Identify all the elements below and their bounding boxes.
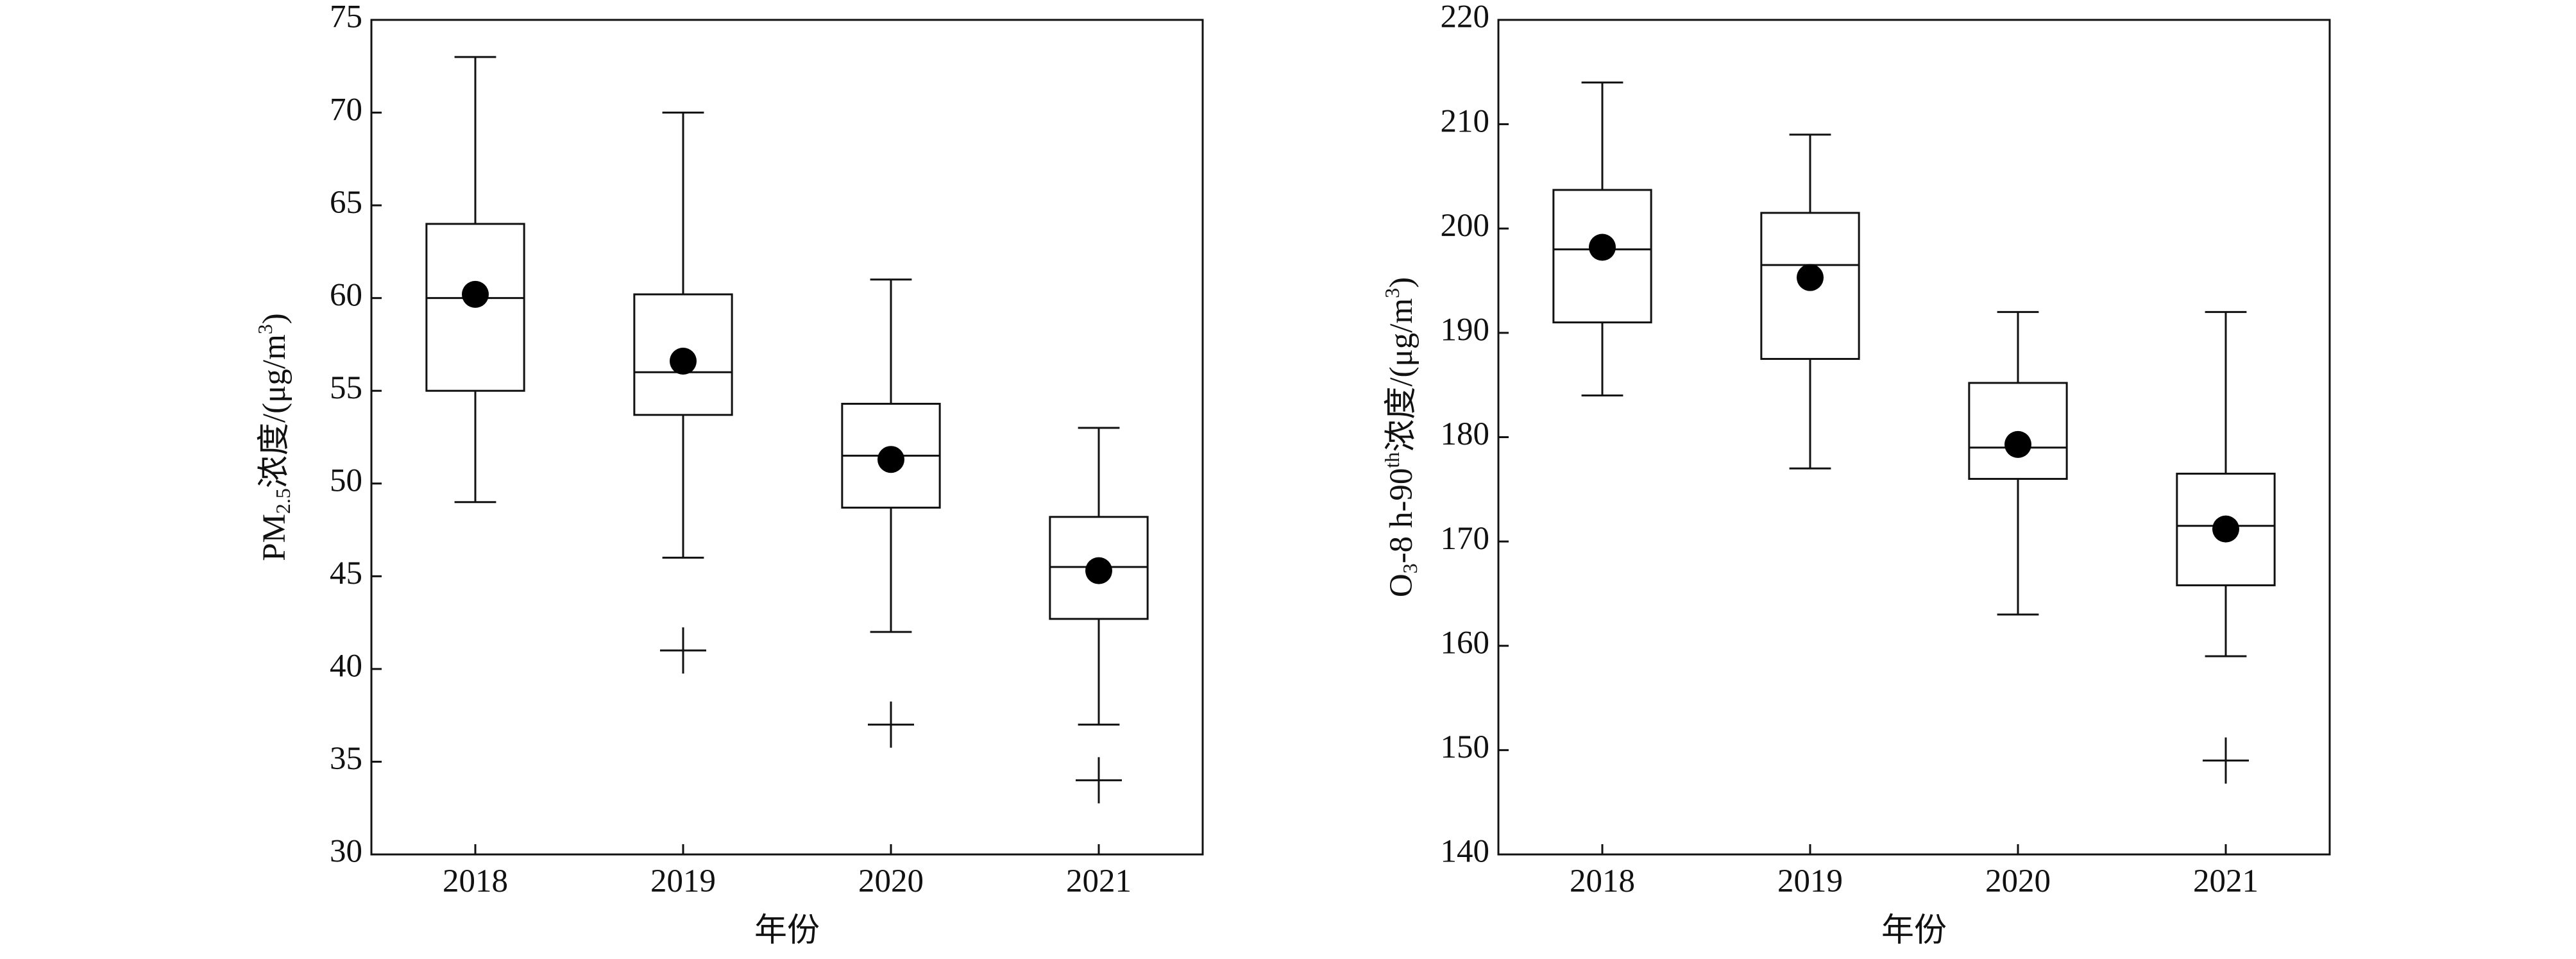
- outlier: [1076, 757, 1122, 804]
- y-tick-label: 160: [1441, 625, 1490, 661]
- y-axis-label-part: 浓度/(μg/m: [257, 334, 292, 488]
- y-axis-label-part: th: [1380, 452, 1403, 468]
- x-axis-label: 年份: [754, 913, 820, 949]
- y-axis-label-part: 浓度/(μg/m: [1384, 298, 1419, 452]
- x-tick-label: 2020: [1985, 863, 2051, 899]
- y-tick-label: 220: [1441, 0, 1490, 35]
- box-chart: 30 35 40 45 50 55 60 65 70 75 2018 2019 2020 2021 年份 PM…: [253, 0, 1204, 949]
- y-tick-label: 30: [330, 834, 362, 870]
- y-tick-label: 50: [330, 463, 362, 498]
- y-tick-label: 45: [330, 556, 362, 591]
- mean-dot: [2212, 515, 2239, 543]
- y-tick-label: 170: [1441, 521, 1490, 557]
- box: [2176, 472, 2276, 586]
- y-axis-label-part: ): [1384, 277, 1419, 288]
- x-tick-label: 2018: [1570, 863, 1635, 899]
- y-tick-label: 200: [1441, 208, 1490, 244]
- y-axis-label-part: 3: [1380, 288, 1403, 298]
- x-tick-label: 2021: [2193, 863, 2258, 899]
- y-axis-label-part: 2.5: [271, 488, 294, 514]
- y-axis-label: PM2.5浓度/(μg/m3): [253, 313, 294, 561]
- outlier: [868, 701, 914, 748]
- y-tick-label: 140: [1441, 834, 1490, 870]
- x-tick-label: 2019: [650, 863, 716, 899]
- box: [425, 223, 525, 392]
- y-axis-label-part: 3: [253, 324, 276, 334]
- y-tick-label: 210: [1441, 103, 1490, 139]
- y-tick-label: 65: [330, 185, 362, 221]
- mean-dot: [1797, 264, 1824, 291]
- box-chart: 140 150 160 170 180 190 200 210 220 2018 2019 2020 2…: [1380, 0, 2331, 949]
- y-tick-label: 70: [330, 92, 362, 128]
- y-tick-label: 40: [330, 649, 362, 684]
- y-tick-label: 180: [1441, 416, 1490, 452]
- y-axis-label-part: PM: [257, 514, 292, 561]
- x-tick-label: 2018: [443, 863, 508, 899]
- x-axis-label: 年份: [1881, 913, 1947, 949]
- y-axis-label-part: -8 h-90: [1384, 468, 1419, 564]
- y-axis-label: O3-8 h-90th浓度/(μg/m3): [1380, 277, 1421, 597]
- y-tick-label: 55: [330, 370, 362, 406]
- x-tick-label: 2020: [858, 863, 924, 899]
- mean-dot: [1589, 233, 1616, 261]
- box: [1968, 382, 2068, 480]
- mean-dot: [670, 347, 697, 375]
- x-tick-label: 2019: [1777, 863, 1843, 899]
- y-tick-label: 75: [330, 0, 362, 35]
- plot-frame: [370, 19, 1204, 856]
- box: [633, 293, 733, 416]
- mean-dot: [877, 446, 904, 473]
- x-tick-label: 2021: [1066, 863, 1131, 899]
- mean-dot: [462, 280, 489, 308]
- box: [1760, 212, 1860, 361]
- outlier: [660, 627, 706, 674]
- outlier: [2203, 737, 2249, 784]
- y-axis-label-part: 3: [1398, 563, 1421, 573]
- mean-dot: [2004, 430, 2031, 458]
- y-tick-label: 190: [1441, 312, 1490, 348]
- y-tick-label: 150: [1441, 729, 1490, 765]
- y-tick-label: 35: [330, 741, 362, 777]
- y-tick-label: 60: [330, 277, 362, 313]
- box: [1552, 189, 1652, 324]
- mean-dot: [1085, 557, 1112, 584]
- y-axis-label-part: ): [257, 313, 292, 324]
- y-axis-label-part: O: [1384, 573, 1419, 597]
- plot-frame: [1497, 19, 2331, 856]
